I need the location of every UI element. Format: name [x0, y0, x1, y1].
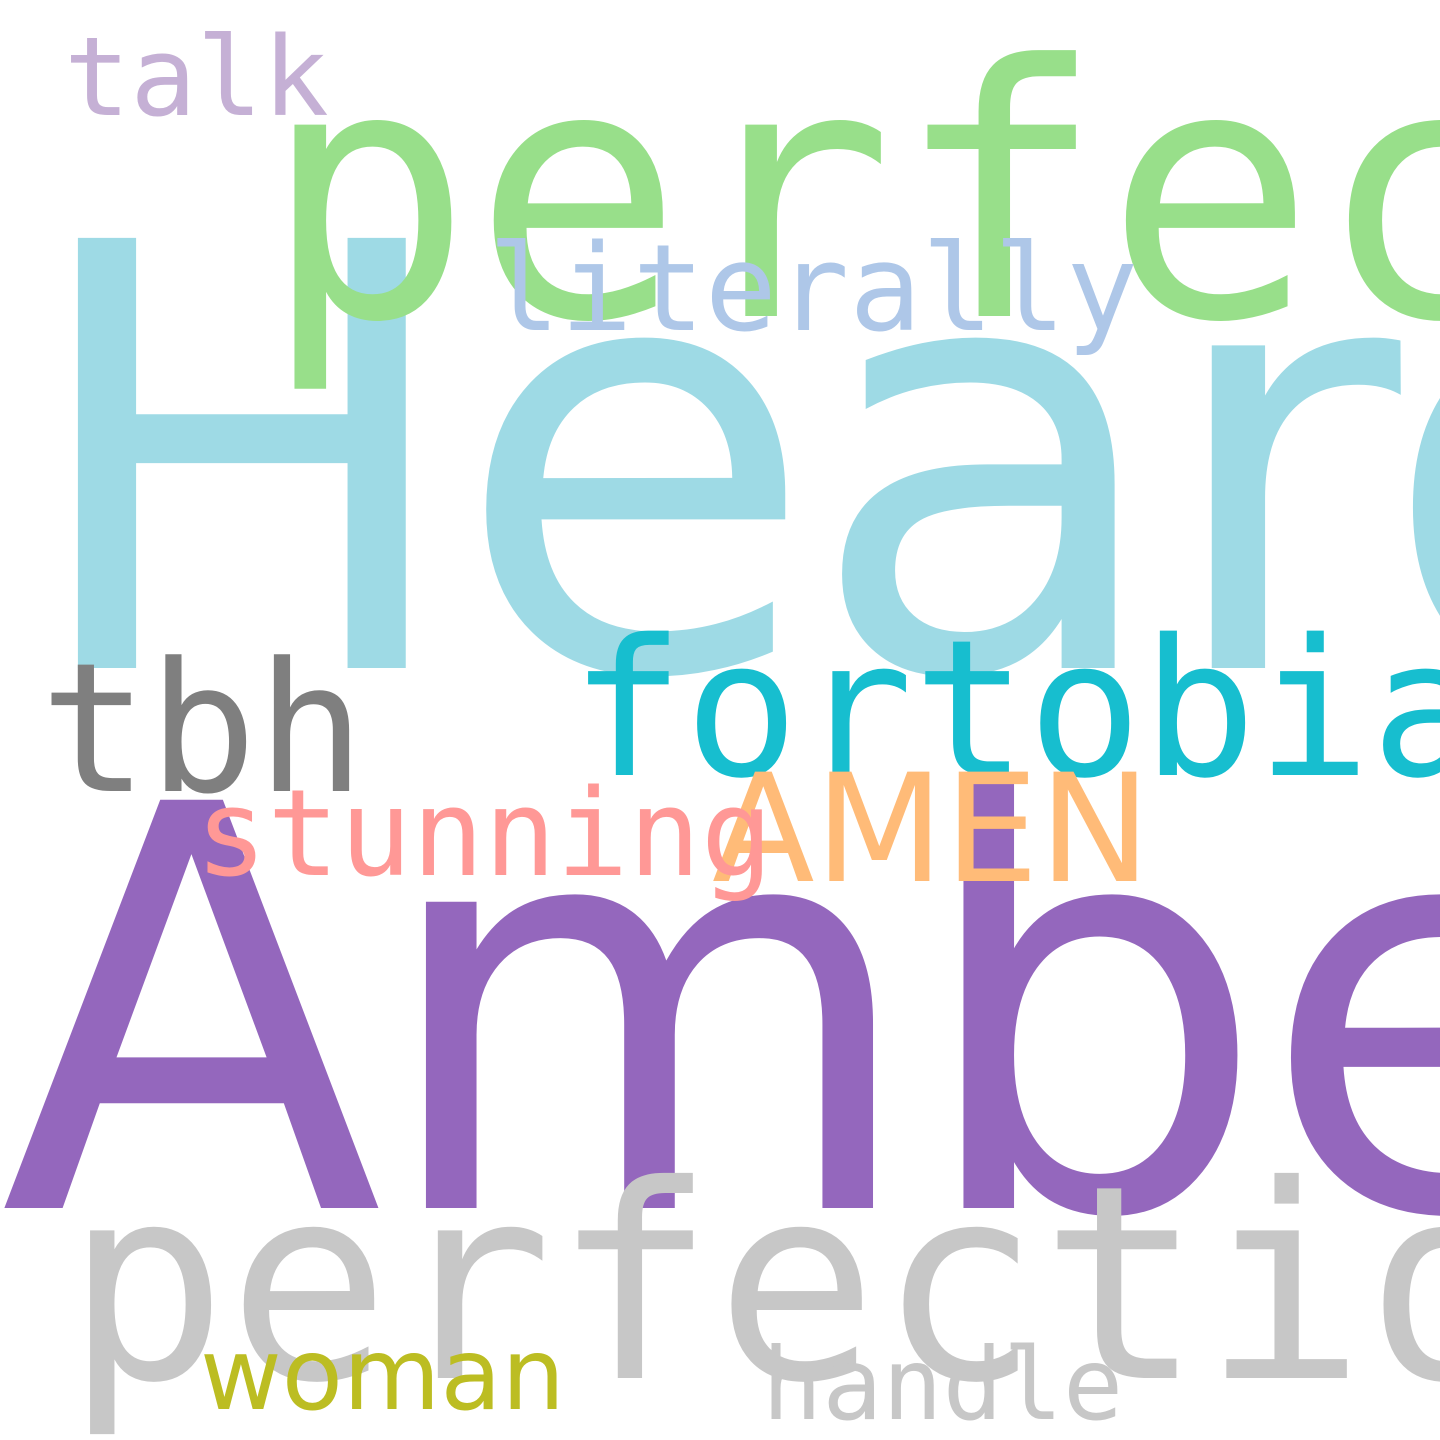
- word-amen: AMEN: [712, 743, 1152, 917]
- word-perfection: perfection: [65, 1127, 1440, 1440]
- word-fortobias: fortobias: [570, 599, 1440, 820]
- word-stunning: stunning: [195, 765, 773, 904]
- word-woman: woman: [200, 1316, 566, 1433]
- word-tbh: tbh: [40, 625, 366, 834]
- word-literally: literally: [488, 220, 1139, 359]
- word-amber: Amber: [0, 689, 1440, 1341]
- word-talk: talk: [64, 13, 329, 141]
- word-heard: Heard: [20, 121, 1440, 808]
- word-perfect: perfect: [262, 0, 1440, 399]
- word-handle: handle: [762, 1326, 1124, 1440]
